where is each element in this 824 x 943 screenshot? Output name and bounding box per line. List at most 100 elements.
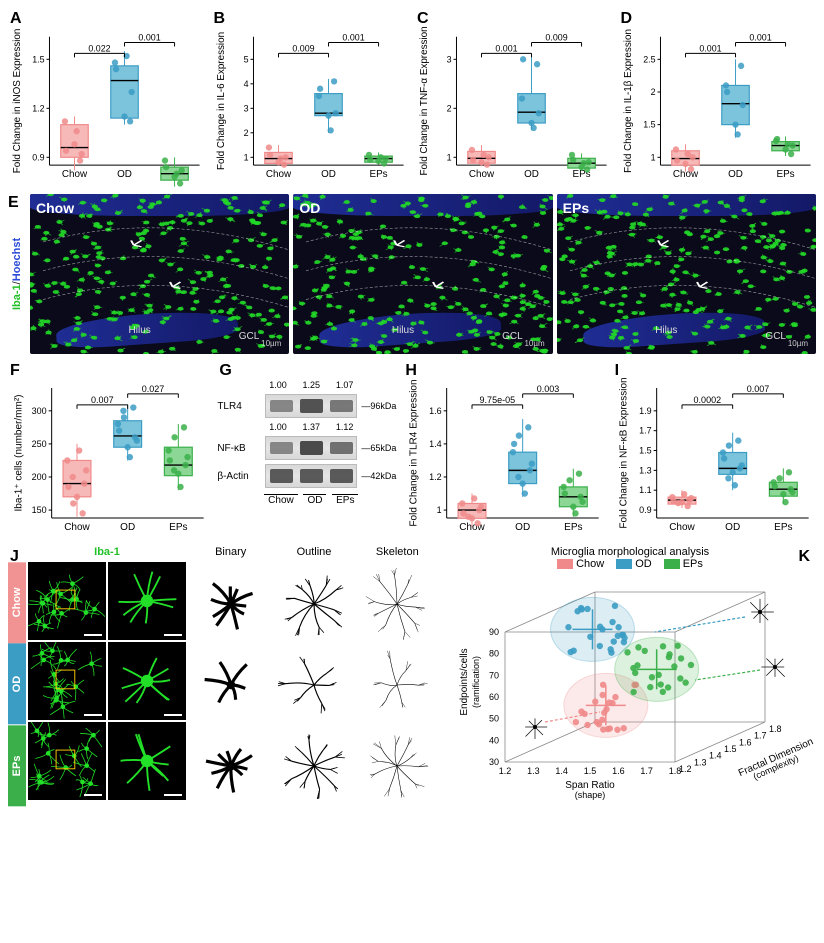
panel-label-f: F — [10, 362, 20, 380]
svg-text:1.5: 1.5 — [724, 744, 737, 754]
svg-text:5: 5 — [243, 54, 248, 64]
panel-i: I 0.91.11.31.51.71.9ChowODEPsFold Change… — [613, 360, 816, 540]
svg-text:EPs: EPs — [369, 169, 387, 180]
svg-text:OD: OD — [515, 522, 530, 533]
panel-d: D 11.522.5ChowODEPsFold Change in IL-1β … — [619, 8, 817, 188]
svg-text:1.2: 1.2 — [679, 764, 692, 774]
panel-j-imgs — [28, 562, 186, 800]
j-morph-od-skeleton — [357, 645, 438, 724]
panel-e: E Iba-1/Hoechst ChowHilusGCL10µmODHilusG… — [8, 194, 816, 354]
panel-k-title: Microglia morphological analysis — [444, 546, 816, 558]
boxplot-f: 150200250300ChowODEPsIba-1⁺ cells (numbe… — [8, 360, 211, 540]
j-morph-chow-binary — [190, 564, 271, 643]
svg-text:(shape): (shape) — [575, 790, 606, 800]
svg-text:2.5: 2.5 — [643, 54, 655, 64]
j-morph-eps-binary — [190, 727, 271, 806]
svg-text:0.007: 0.007 — [746, 384, 769, 394]
svg-text:1.4: 1.4 — [555, 766, 568, 776]
svg-text:0.001: 0.001 — [749, 33, 771, 43]
boxplot-c: 123ChowODEPsFold Change in TNF-α Express… — [415, 8, 613, 188]
k-legend-chow: Chow — [557, 558, 604, 570]
svg-text:(ramification): (ramification) — [471, 656, 481, 708]
svg-text:EPs: EPs — [776, 169, 794, 180]
svg-text:9.75e-05: 9.75e-05 — [480, 395, 516, 405]
panel-e-images: ChowHilusGCL10µmODHilusGCL10µmEPsHilusGC… — [30, 194, 816, 354]
j-img-od-0 — [28, 642, 106, 720]
panel-j-rowlabels: ChowODEPs — [8, 546, 26, 806]
svg-text:Fold Change in IL-6 Expression: Fold Change in IL-6 Expression — [215, 32, 226, 170]
j-morph-chow-outline — [273, 564, 354, 643]
svg-text:50: 50 — [489, 714, 499, 724]
boxplot-h: 11.21.41.6ChowODEPsFold Change in TLR4 E… — [403, 360, 606, 540]
svg-text:Fold Change in IL-1β Expressio: Fold Change in IL-1β Expression — [622, 29, 633, 173]
panel-a: A 0.91.21.5ChowODEPsFold Change in iNOS … — [8, 8, 206, 188]
j-rowlabel-eps: EPs — [8, 725, 26, 806]
panel-label-i: I — [615, 362, 619, 380]
k-legend-eps: EPs — [664, 558, 703, 570]
panel-h: H 11.21.41.6ChowODEPsFold Change in TLR4… — [403, 360, 606, 540]
panel-label-b: B — [214, 10, 226, 28]
panel-j: J ChowODEPs Iba-1 BinaryOutlineSkeleton — [8, 546, 438, 806]
j-img-chow-1 — [108, 562, 186, 640]
svg-text:OD: OD — [120, 522, 135, 533]
svg-text:Chow: Chow — [265, 169, 291, 180]
hoechst-label: Hoechst — [11, 238, 23, 281]
panel-g: G 1.001.251.07TLR4—96kDa1.001.371.12NF-κ… — [217, 360, 397, 540]
panel-label-k: K — [798, 548, 810, 566]
svg-text:1.8: 1.8 — [769, 724, 782, 734]
svg-text:1.7: 1.7 — [640, 766, 653, 776]
svg-text:1.1: 1.1 — [639, 485, 652, 495]
svg-text:OD: OD — [728, 169, 743, 180]
row-abcd: A 0.91.21.5ChowODEPsFold Change in iNOS … — [8, 8, 816, 188]
svg-text:EPs: EPs — [564, 522, 582, 533]
svg-text:1: 1 — [243, 152, 248, 162]
svg-text:2: 2 — [447, 103, 452, 113]
panel-label-h: H — [405, 362, 417, 380]
j-morph-od-binary — [190, 645, 271, 724]
svg-text:0.001: 0.001 — [495, 43, 517, 53]
svg-text:60: 60 — [489, 692, 499, 702]
j-rowlabel-od: OD — [8, 643, 26, 724]
panel-b: B 12345ChowODEPsFold Change in IL-6 Expr… — [212, 8, 410, 188]
panel-label-e: E — [8, 194, 19, 212]
svg-text:0.9: 0.9 — [32, 152, 44, 162]
row-fghi: F 150200250300ChowODEPsIba-1⁺ cells (num… — [8, 360, 816, 540]
svg-text:3: 3 — [243, 103, 248, 113]
svg-text:1.5: 1.5 — [643, 120, 655, 130]
svg-text:2: 2 — [650, 87, 655, 97]
j-img-eps-1 — [108, 722, 186, 800]
panel-c: C 123ChowODEPsFold Change in TNF-α Expre… — [415, 8, 613, 188]
svg-text:Chow: Chow — [62, 169, 88, 180]
svg-text:1.6: 1.6 — [429, 406, 442, 416]
svg-text:1: 1 — [447, 152, 452, 162]
svg-text:70: 70 — [489, 670, 499, 680]
j-morph-eps-outline — [273, 727, 354, 806]
iba-label: Iba-1 — [11, 284, 23, 310]
svg-text:1.9: 1.9 — [639, 406, 652, 416]
svg-text:0.009: 0.009 — [292, 43, 314, 53]
panel-k: K Microglia morphological analysis ChowO… — [444, 546, 816, 806]
row-jk: J ChowODEPs Iba-1 BinaryOutlineSkeleton … — [8, 546, 816, 806]
svg-text:4: 4 — [243, 79, 248, 89]
svg-text:0.022: 0.022 — [88, 43, 110, 53]
svg-text:0.007: 0.007 — [91, 395, 114, 405]
svg-text:0.009: 0.009 — [545, 33, 567, 43]
j-img-od-1 — [108, 642, 186, 720]
svg-text:1.5: 1.5 — [32, 54, 44, 64]
micro-image-od: ODHilusGCL10µm — [293, 194, 552, 354]
boxplot-a: 0.91.21.5ChowODEPsFold Change in iNOS Ex… — [8, 8, 206, 188]
svg-text:150: 150 — [32, 505, 47, 515]
panel-label-d: D — [621, 10, 633, 28]
svg-text:1.6: 1.6 — [612, 766, 625, 776]
svg-text:80: 80 — [489, 649, 499, 659]
svg-text:OD: OD — [524, 169, 539, 180]
j-img-chow-0 — [28, 562, 106, 640]
svg-text:1.7: 1.7 — [639, 426, 652, 436]
svg-text:300: 300 — [32, 406, 47, 416]
j-morph-chow-skeleton — [357, 564, 438, 643]
svg-text:1.2: 1.2 — [32, 103, 44, 113]
svg-text:0.001: 0.001 — [342, 33, 364, 43]
svg-text:0.001: 0.001 — [699, 43, 721, 53]
svg-text:1.3: 1.3 — [639, 465, 652, 475]
panel-e-ylabel: Iba-1/Hoechst — [8, 194, 26, 354]
